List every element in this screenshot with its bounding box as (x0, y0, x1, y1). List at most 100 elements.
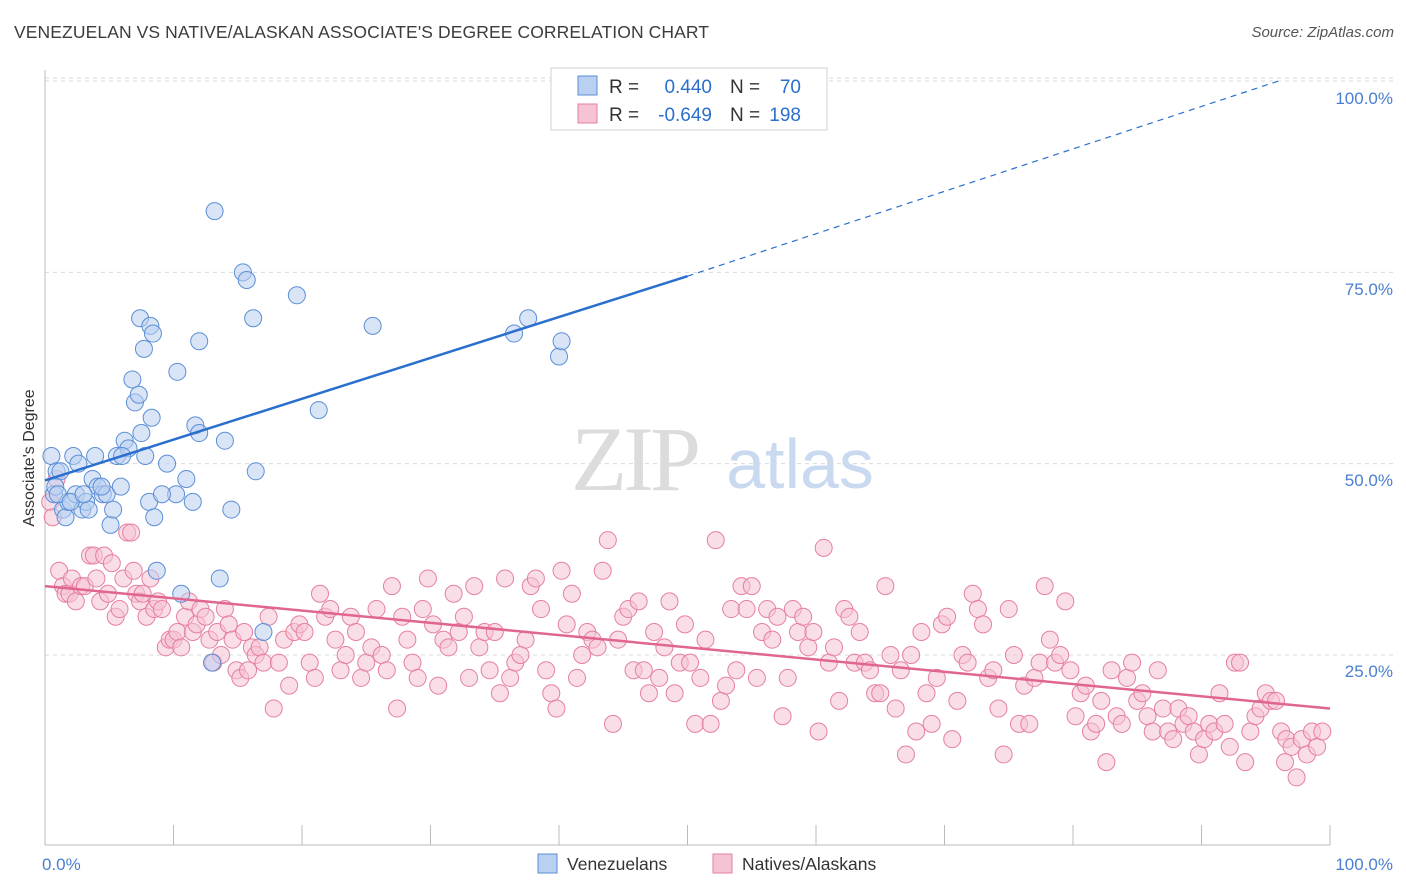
legend-n-value-1: 70 (780, 77, 801, 98)
natives-alaskans-point-195 (963, 584, 982, 603)
natives-alaskans-point-209 (1035, 577, 1054, 596)
venezuelans-point-48 (237, 270, 256, 289)
natives-alaskans-point-101 (480, 661, 499, 680)
natives-alaskans-point-182 (896, 745, 915, 764)
natives-alaskans-point-220 (1092, 691, 1111, 710)
natives-alaskans-point-66 (300, 653, 319, 672)
natives-alaskans-point-169 (830, 691, 849, 710)
natives-alaskans-point-248 (1236, 753, 1255, 772)
natives-alaskans-point-72 (331, 661, 350, 680)
venezuelans-point-61 (203, 653, 222, 672)
natives-alaskans-point-214 (1061, 661, 1080, 680)
natives-alaskans-point-107 (511, 645, 530, 664)
natives-alaskans-point-98 (465, 577, 484, 596)
natives-alaskans-point-163 (799, 638, 818, 657)
natives-alaskans-point-52 (235, 623, 254, 642)
natives-alaskans-point-65 (295, 623, 314, 642)
y-tick-label-50: 50.0% (1345, 471, 1393, 490)
venezuelans-point-31 (145, 508, 164, 527)
natives-alaskans-point-192 (948, 691, 967, 710)
natives-alaskans-point-104 (496, 569, 515, 588)
natives-alaskans-point-237 (1179, 707, 1198, 726)
natives-alaskans-point-88 (413, 600, 432, 619)
natives-alaskans-point-22 (122, 523, 141, 542)
venezuelans-point-12 (79, 500, 98, 519)
natives-alaskans-point-213 (1056, 592, 1075, 611)
natives-alaskans-point-31 (152, 600, 171, 619)
natives-alaskans-point-123 (593, 561, 612, 580)
natives-alaskans-point-222 (1102, 661, 1121, 680)
natives-alaskans-point-212 (1051, 645, 1070, 664)
natives-alaskans-point-191 (943, 730, 962, 749)
natives-alaskans-point-17 (102, 554, 121, 573)
natives-alaskans-point-167 (819, 653, 838, 672)
natives-alaskans-point-249 (1241, 722, 1260, 741)
venezuelans-trend-extension (687, 80, 1279, 277)
stats-legend: R = 0.440 N = 70 R = -0.649 N = 198 (550, 67, 828, 131)
venezuelans-point-0 (42, 446, 61, 465)
natives-alaskans-point-118 (567, 668, 586, 687)
natives-alaskans-point-146 (711, 691, 730, 710)
venezuelans-point-57 (550, 347, 568, 366)
legend-n-value-2: 198 (769, 105, 801, 126)
venezuelans-point-66 (74, 485, 93, 504)
series-legend: Venezuelans Natives/Alaskans (537, 853, 876, 874)
natives-alaskans-point-173 (850, 623, 869, 642)
venezuelans-point-40 (177, 469, 196, 488)
natives-alaskans-point-94 (444, 584, 463, 603)
venezuelans-point-27 (132, 424, 151, 443)
natives-alaskans-point-114 (547, 699, 566, 718)
natives-alaskans-point-207 (1025, 668, 1044, 687)
natives-alaskans-point-124 (598, 531, 617, 550)
venezuelans-trend-line (44, 274, 688, 482)
venezuelans-point-32 (147, 561, 166, 580)
venezuelans-point-18 (101, 515, 120, 534)
natives-alaskans-point-76 (352, 668, 371, 687)
natives-alaskans-point-110 (526, 569, 545, 588)
natives-alaskans-point-73 (336, 645, 355, 664)
natives-alaskans-point-77 (357, 653, 376, 672)
natives-alaskans-point-158 (773, 707, 792, 726)
natives-alaskans-point-71 (326, 630, 345, 649)
venezuelans-point-21 (111, 477, 130, 496)
legend-swatch-natives (577, 103, 598, 124)
natives-alaskans-point-99 (470, 638, 489, 657)
natives-alaskans-point-84 (393, 607, 412, 626)
natives-alaskans-point-80 (372, 645, 391, 664)
venezuelans-point-49 (244, 309, 263, 328)
natives-alaskans-point-153 (747, 668, 766, 687)
natives-alaskans-point-185 (912, 623, 931, 642)
natives-alaskans-point-42 (196, 607, 215, 626)
natives-alaskans-point-144 (701, 714, 720, 733)
natives-alaskans-point-151 (737, 600, 756, 619)
natives-alaskans-point-82 (382, 577, 401, 596)
venezuelans-point-36 (143, 324, 162, 343)
watermark: ZIP atlas (571, 408, 874, 510)
natives-alaskans-point-202 (999, 600, 1018, 619)
natives-alaskans-point-108 (516, 630, 535, 649)
natives-alaskans-point-258 (1287, 768, 1306, 787)
natives-alaskans-point-60 (269, 653, 288, 672)
natives-alaskans-point-62 (280, 676, 299, 695)
gridlines (45, 77, 1395, 656)
venezuelans-point-60 (168, 362, 187, 381)
natives-alaskans-point-86 (403, 653, 422, 672)
venezuelans-point-45 (215, 431, 234, 450)
series-legend-label-venezuelans: Venezuelans (567, 854, 667, 874)
natives-alaskans-point-215 (1066, 707, 1085, 726)
natives-alaskans-point-181 (891, 661, 910, 680)
natives-alaskans-point-156 (763, 630, 782, 649)
legend-n-label-2: N = (730, 105, 760, 126)
natives-alaskans-point-23 (124, 561, 143, 580)
natives-alaskans-point-197 (974, 615, 993, 634)
venezuelans-point-24 (123, 370, 142, 389)
watermark-zip: ZIP (571, 408, 698, 510)
natives-alaskans-point-96 (454, 607, 473, 626)
natives-alaskans-point-194 (958, 653, 977, 672)
natives-alaskans-point-103 (490, 684, 509, 703)
natives-alaskans-point-102 (485, 623, 504, 642)
venezuelans-point-54 (363, 316, 382, 335)
venezuelans-point-34 (134, 339, 153, 358)
venezuelans-point-52 (287, 286, 306, 305)
